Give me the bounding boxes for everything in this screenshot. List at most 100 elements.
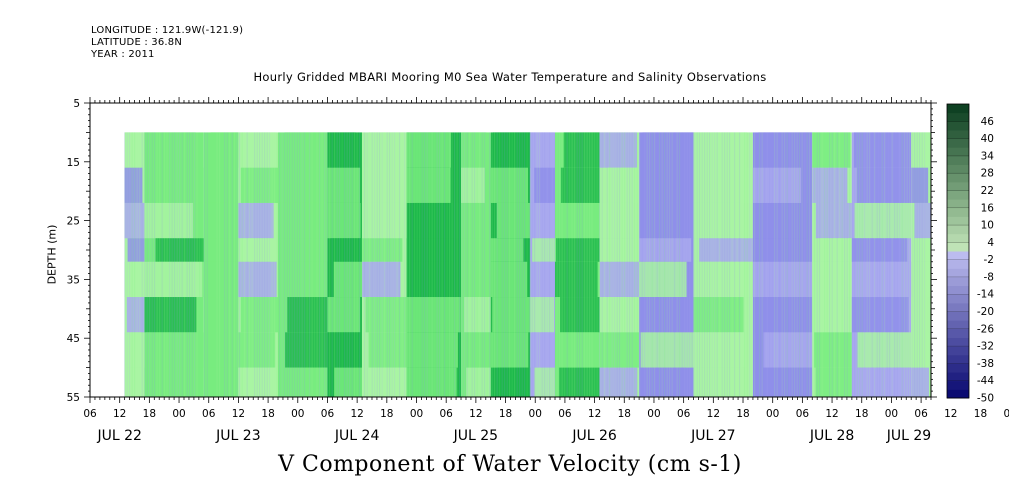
velocity-patch (560, 167, 600, 203)
velocity-patch (812, 132, 851, 168)
colorbar-label: 28 (981, 168, 994, 180)
latitude-label: LATITUDE : 36.8N (91, 37, 183, 48)
x-hour-tick-label: 06 (914, 408, 928, 420)
colorbar-label: 34 (981, 150, 995, 162)
velocity-patch (209, 297, 239, 333)
velocity-patch (466, 367, 491, 397)
velocity-patch (240, 297, 278, 333)
velocity-patch (144, 297, 197, 333)
colorbar-segment (947, 311, 969, 321)
velocity-patch (558, 367, 600, 397)
velocity-patch (406, 238, 454, 262)
velocity-patch (815, 367, 852, 397)
velocity-patch (854, 202, 912, 239)
velocity-patch (556, 238, 600, 262)
x-hour-tick-label: 12 (350, 408, 363, 420)
colorbar-segment (947, 242, 969, 252)
velocity-patch (752, 202, 808, 239)
x-date-label: JUL 25 (453, 428, 498, 444)
colorbar-label: 22 (981, 185, 994, 197)
colorbar-label: -14 (977, 289, 994, 301)
year-label: YEAR : 2011 (91, 49, 155, 60)
velocity-patch (144, 132, 196, 168)
y-tick-label: 35 (67, 274, 80, 286)
colorbar-label: -20 (977, 306, 994, 318)
velocity-patch (532, 238, 556, 262)
velocity-patch (362, 261, 401, 298)
velocity-patch (856, 167, 912, 203)
velocity-patch (534, 261, 556, 298)
colorbar-segment (947, 190, 969, 200)
velocity-patch (693, 167, 753, 203)
x-hour-tick-label: 18 (380, 408, 393, 420)
x-date-label: JUL 22 (96, 428, 141, 444)
velocity-patch (639, 238, 692, 262)
colorbar-segment (947, 259, 969, 269)
velocity-patch (144, 261, 203, 298)
velocity-patch (207, 238, 239, 262)
colorbar-segment (947, 285, 969, 295)
velocity-patch (238, 238, 272, 262)
colorbar-label: 46 (981, 116, 995, 128)
velocity-patch (599, 332, 640, 368)
velocity-patch (911, 167, 929, 203)
velocity-patch (914, 261, 931, 298)
velocity-patch (763, 367, 813, 397)
velocity-patch (693, 332, 747, 368)
colorbar-segment (947, 155, 969, 166)
velocity-patch (492, 297, 531, 333)
velocity-patch (644, 167, 694, 203)
velocity-patch (209, 332, 239, 368)
velocity-patch (327, 202, 361, 239)
velocity-patch (330, 238, 363, 262)
velocity-patch (851, 238, 908, 262)
velocity-patch (911, 132, 931, 168)
x-hour-tick-label: 00 (529, 408, 542, 420)
velocity-patch (240, 167, 278, 203)
velocity-patch (203, 367, 235, 397)
x-date-label: JUL 28 (809, 428, 854, 444)
colorbar-segment (947, 233, 969, 243)
velocity-patch (155, 238, 204, 262)
colorbar-segment (947, 302, 969, 313)
x-date-label: JUL 24 (334, 428, 380, 444)
x-hour-tick-label: 00 (766, 408, 779, 420)
x-hour-tick-label: 06 (83, 408, 97, 420)
velocity-patch (368, 332, 407, 368)
velocity-patch (496, 202, 531, 239)
velocity-patch (334, 367, 363, 397)
colorbar-segment (947, 138, 969, 148)
x-hour-tick-label: 00 (410, 408, 423, 420)
colorbar-segment (947, 181, 969, 191)
velocity-patch (699, 238, 753, 262)
x-hour-tick-label: 18 (499, 408, 512, 420)
x-date-label: JUL 26 (571, 428, 617, 444)
velocity-patch (238, 367, 278, 397)
velocity-patch (125, 132, 145, 168)
x-hour-tick-label: 18 (855, 408, 868, 420)
x-hour-tick-label: 18 (261, 408, 274, 420)
velocity-patch (490, 167, 529, 203)
colorbar-segment (947, 173, 969, 183)
velocity-patch (914, 202, 931, 239)
x-hour-tick-label: 12 (469, 408, 482, 420)
velocity-patch (461, 238, 487, 262)
velocity-patch (763, 332, 813, 368)
velocity-patch (238, 332, 276, 368)
velocity-patch (461, 202, 486, 239)
colorbar-label: -38 (977, 358, 994, 370)
velocity-patch (413, 202, 462, 239)
colorbar-segment (947, 112, 969, 122)
velocity-patch (277, 238, 321, 262)
velocity-patch (126, 297, 145, 333)
x-date-label: JUL 27 (690, 428, 735, 444)
colorbar-label: -26 (977, 323, 994, 335)
colorbar-segment (947, 147, 969, 157)
x-axis-label: V Component of Water Velocity (cm s-1) (278, 452, 742, 477)
velocity-patch (639, 297, 692, 333)
velocity-patch (599, 261, 640, 298)
velocity-patch (406, 261, 452, 298)
x-hour-tick-label: 18 (736, 408, 749, 420)
x-hour-tick-label: 18 (974, 408, 987, 420)
x-hour-tick-label: 12 (588, 408, 601, 420)
